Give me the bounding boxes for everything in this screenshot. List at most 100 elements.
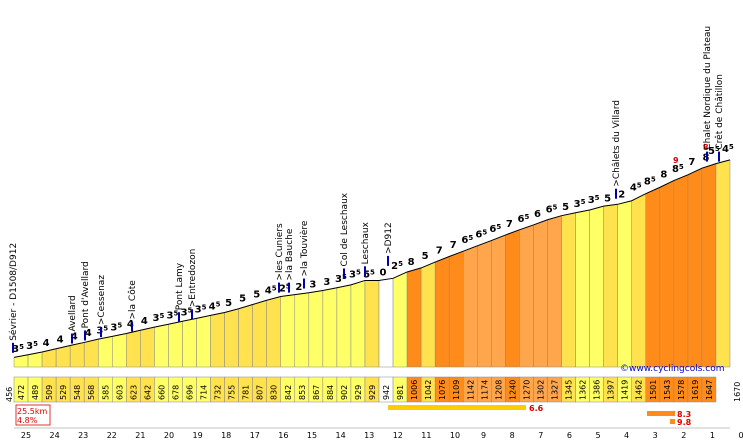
landmark-12: >D912 [384, 222, 394, 254]
grade-label-23: 35 [335, 273, 347, 285]
grade-label-1: 35 [26, 340, 38, 352]
profile-bar-26 [378, 278, 394, 368]
grade-label-8: 4 [127, 319, 134, 330]
grade-label-9: 4 [141, 316, 148, 327]
km-tick-24: 24 [50, 431, 60, 440]
red-marker-1: 8 [703, 143, 709, 152]
profile-bar-9 [140, 326, 155, 368]
grade-label-22: 3 [323, 277, 330, 288]
altitude-label-6: 585 [101, 385, 110, 400]
altitude-label-4: 548 [73, 385, 82, 400]
grade-label-44: 45 [630, 182, 642, 194]
altitude-label-12: 696 [185, 385, 194, 400]
grade-label-42: 5 [604, 193, 611, 204]
landmark-1: Avellard [68, 295, 78, 331]
altitude-label-41: 1386 [593, 380, 602, 400]
km-tick-3: 3 [653, 431, 658, 440]
landmark-4: >la Côte [127, 280, 138, 320]
km-tick-25: 25 [21, 431, 31, 440]
landmark-14: Chalet Nordique du Plateau [703, 26, 713, 150]
km-tick-19: 19 [193, 431, 203, 440]
grade-label-49: 8 [702, 153, 709, 164]
grade-label-2: 4 [43, 338, 50, 349]
landmark-8: >la Bauche [285, 228, 295, 280]
altitude-label-3: 529 [59, 385, 68, 400]
profile-bar-30 [434, 256, 450, 368]
altitude-label-25: 929 [368, 385, 377, 400]
grade-label-4: 4 [71, 331, 78, 342]
altitude-label-0: 472 [17, 385, 26, 400]
landmark-10: Col de Leschaux [340, 192, 350, 266]
end-altitude: 1670 [733, 382, 742, 402]
profile-bar-19 [280, 294, 296, 368]
altitude-label-47: 1578 [677, 380, 686, 400]
grade-label-27: 25 [391, 260, 403, 272]
max-grade-bar-1 [388, 405, 526, 410]
profile-bar-31 [448, 250, 464, 368]
grade-label-6: 35 [96, 324, 108, 336]
altitude-label-7: 603 [115, 385, 124, 400]
grade-label-34: 65 [489, 223, 501, 235]
final-grade-label-1: 45 [722, 143, 734, 155]
grade-label-0: 35 [12, 343, 24, 355]
grade-label-40: 35 [574, 198, 586, 210]
profile-bar-15 [224, 308, 239, 368]
landmark-7: >les Cuniers [275, 223, 285, 281]
profile-bar-46 [659, 180, 675, 368]
altitude-label-31: 1109 [452, 380, 461, 400]
grade-label-16: 5 [239, 294, 246, 305]
altitude-label-42: 1397 [607, 380, 616, 400]
profile-bar-13 [196, 315, 211, 368]
max-grade-bar-3 [670, 419, 675, 424]
altitude-label-13: 714 [200, 385, 209, 400]
grade-label-45: 85 [644, 175, 656, 187]
profile-bar-21 [308, 290, 324, 368]
km-tick-13: 13 [364, 431, 374, 440]
grade-label-47: 85 [672, 163, 684, 175]
altitude-label-30: 1076 [438, 380, 447, 400]
km-tick-12: 12 [393, 431, 403, 440]
profile-bar-17 [252, 299, 267, 368]
landmark-13: >Châlets du Villard [612, 100, 622, 187]
altitude-label-11: 678 [171, 385, 180, 400]
grade-label-36: 65 [518, 213, 530, 225]
profile-bar-4 [69, 342, 85, 368]
grade-label-3: 4 [57, 335, 64, 346]
landmark-labels: Sévrier - D1508/D912 Avellard Pont d'Avell… [8, 26, 725, 353]
profile-bar-28 [406, 267, 422, 368]
km-tick-4: 4 [624, 431, 629, 440]
altitude-label-2: 509 [45, 385, 54, 400]
landmark-6: >Entredozon [188, 249, 198, 308]
profile-bar-36 [519, 224, 534, 368]
altitude-label-9: 642 [143, 385, 152, 400]
altitude-label-29: 1042 [424, 380, 433, 400]
altitude-label-5: 568 [87, 385, 96, 400]
watermark: ©www.cyclingcols.com [620, 364, 724, 374]
profile-bar-final [715, 159, 731, 368]
km-tick-6: 6 [567, 431, 572, 440]
profile-bar-43 [617, 200, 632, 368]
km-tick-10: 10 [450, 431, 460, 440]
grade-label-35: 7 [506, 219, 513, 230]
altitude-label-15: 755 [228, 385, 237, 400]
profile-bar-32 [463, 245, 478, 368]
km-tick-15: 15 [307, 431, 317, 440]
profile-bar-10 [154, 323, 169, 368]
landmark-2: Pont d'Avellard [81, 261, 91, 328]
altitude-label-17: 807 [256, 385, 265, 400]
max-grade-bar-2 [647, 411, 675, 416]
altitude-label-20: 853 [298, 385, 307, 400]
profile-bar-14 [210, 312, 225, 368]
landmark-9: >la Touvière [299, 220, 310, 276]
profile-bar-45 [645, 186, 661, 368]
profile-bar-27 [392, 271, 408, 368]
profile-bar-22 [322, 287, 338, 368]
profile-bar-23 [336, 284, 352, 368]
profile-bar-29 [420, 261, 436, 368]
stats-box [15, 404, 51, 426]
km-tick-9: 9 [481, 431, 486, 440]
altitude-label-10: 660 [157, 385, 166, 400]
km-tick-22: 22 [107, 431, 117, 440]
altitude-cell-49 [701, 376, 717, 403]
km-axis: 25 24 23 22 21 20 19 18 17 16 15 14 13 12 11 10 9 8 7 6 5 4 3 2… [14, 427, 743, 440]
